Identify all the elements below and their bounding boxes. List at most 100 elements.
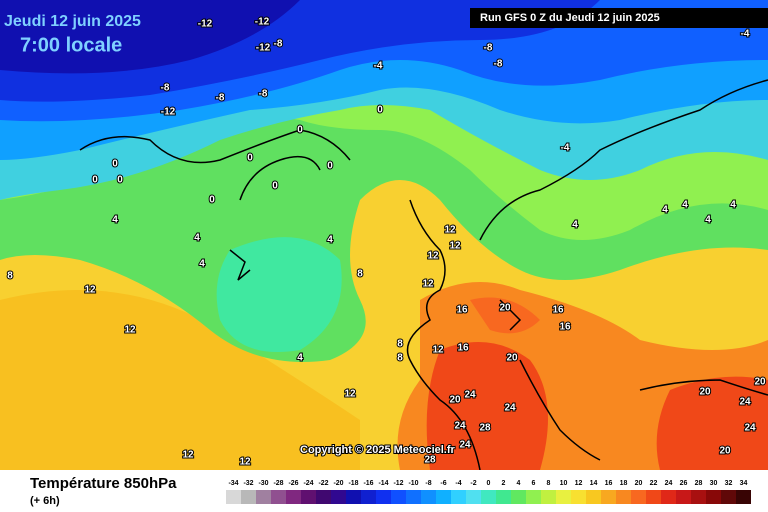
contour-label: -12: [198, 19, 213, 30]
contour-label: 24: [739, 397, 751, 408]
contour-label: 8: [357, 269, 363, 280]
contour-label: 24: [454, 421, 466, 432]
legend-tick-label: 8: [547, 480, 551, 487]
legend-swatch: [601, 490, 616, 504]
contour-label: 24: [504, 403, 516, 414]
contour-label: -4: [561, 143, 570, 154]
contour-label: 20: [449, 395, 461, 406]
legend-tick-label: -14: [378, 480, 388, 487]
legend-swatch: [661, 490, 676, 504]
legend-swatch: [361, 490, 376, 504]
contour-label: -4: [374, 61, 383, 72]
contour-label: 4: [682, 200, 688, 211]
local-time: 7:00 locale: [20, 34, 122, 56]
legend-swatch: [466, 490, 481, 504]
legend-tick-label: 32: [725, 480, 733, 487]
legend-tick-label: 20: [635, 480, 643, 487]
coastlines: [79, 79, 768, 470]
contour-label: 0: [247, 153, 253, 164]
legend-tick-label: 30: [710, 480, 718, 487]
contour-label: -8: [494, 59, 503, 70]
legend-tick-label: 6: [532, 480, 536, 487]
forecast-step: (+ 6h): [30, 495, 60, 507]
legend-tick-label: 22: [650, 480, 658, 487]
contour-label: 8: [397, 339, 403, 350]
legend-tick-label: -34: [228, 480, 238, 487]
legend-tick-label: -24: [303, 480, 313, 487]
contour-label: 0: [112, 159, 118, 170]
contour-label: 24: [464, 390, 476, 401]
contour-label: 0: [117, 175, 123, 186]
field-title: Température 850hPa: [30, 475, 177, 492]
temperature-field: [0, 0, 768, 470]
legend-tick-label: -12: [393, 480, 403, 487]
legend-tick-label: 18: [620, 480, 628, 487]
legend-tick-label: -32: [243, 480, 253, 487]
contour-label: 20: [499, 303, 511, 314]
legend-swatch: [706, 490, 721, 504]
contour-label: 28: [424, 455, 436, 466]
legend-tick-label: -28: [273, 480, 283, 487]
legend-swatch: [226, 490, 241, 504]
contour-label: 0: [327, 161, 333, 172]
contour-label: 12: [84, 285, 96, 296]
legend-swatch: [691, 490, 706, 504]
contour-label: 4: [572, 220, 578, 231]
legend-swatch: [616, 490, 631, 504]
run-info: Run GFS 0 Z du Jeudi 12 juin 2025: [480, 12, 660, 24]
legend-swatch: [451, 490, 466, 504]
legend-swatch: [331, 490, 346, 504]
legend-tick-label: -20: [333, 480, 343, 487]
legend-swatch: [586, 490, 601, 504]
legend-swatch: [721, 490, 736, 504]
contour-label: -12: [161, 107, 176, 118]
legend-swatch: [736, 490, 751, 504]
contour-label: 12: [427, 251, 439, 262]
legend-swatch: [526, 490, 541, 504]
legend-swatch: [301, 490, 316, 504]
contour-label: 16: [457, 343, 469, 354]
contour-label: 16: [456, 305, 468, 316]
contour-label: 8: [7, 271, 13, 282]
legend-tick-label: -6: [440, 480, 446, 487]
contour-label: 12: [444, 225, 456, 236]
legend-tick-label: 4: [517, 480, 521, 487]
copyright: Copyright © 2025 Meteociel.fr: [300, 444, 456, 456]
contour-label: 24: [744, 423, 756, 434]
contour-label: -8: [161, 83, 170, 94]
contour-label: 20: [699, 387, 711, 398]
contour-label: -8: [259, 89, 268, 100]
legend-swatch: [541, 490, 556, 504]
legend-swatch: [256, 490, 271, 504]
contour-label: 4: [112, 215, 118, 226]
legend-tick-label: -30: [258, 480, 268, 487]
legend-swatch: [346, 490, 361, 504]
contour-label: 4: [297, 353, 303, 364]
contour-label: -12: [256, 43, 271, 54]
contour-label: 4: [199, 259, 205, 270]
color-legend: -34 -32 -30 -28 -26 -24 -22 -20 -18 -16 -14 -12 -10-…: [226, 480, 751, 504]
legend-swatch: [631, 490, 646, 504]
contour-label: 12: [432, 345, 444, 356]
contour-label: 4: [730, 200, 736, 211]
legend-tick-label: -16: [363, 480, 373, 487]
legend-swatch: [646, 490, 661, 504]
legend-tick-label: 16: [605, 480, 613, 487]
legend-tick-label: -18: [348, 480, 358, 487]
legend-swatch: [571, 490, 586, 504]
contour-label: 0: [377, 105, 383, 116]
legend-swatch: [676, 490, 691, 504]
contour-label: 20: [719, 446, 731, 457]
legend-swatch: [406, 490, 421, 504]
contour-label: 20: [506, 353, 518, 364]
contour-label: 0: [272, 181, 278, 192]
legend-tick-label: -8: [425, 480, 431, 487]
contour-label: -8: [484, 43, 493, 54]
contour-label: 24: [459, 440, 471, 451]
run-banner: [470, 8, 768, 28]
legend-swatch: [286, 490, 301, 504]
legend-tick-label: -2: [470, 480, 476, 487]
contour-label: 4: [705, 215, 711, 226]
contour-label: 0: [92, 175, 98, 186]
